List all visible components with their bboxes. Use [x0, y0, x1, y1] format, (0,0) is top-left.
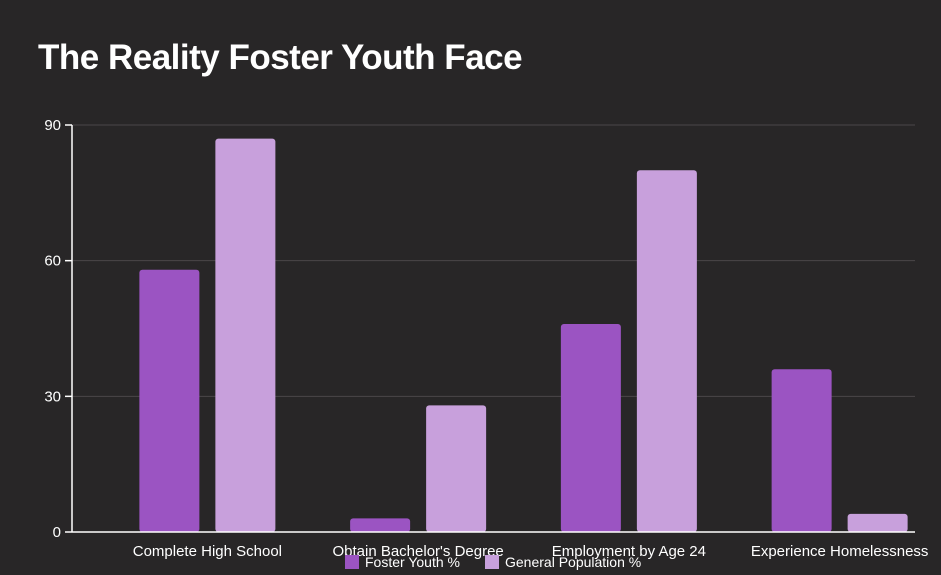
legend-label: General Population %	[505, 554, 641, 570]
axes	[71, 125, 915, 533]
y-axis-ticks: 0 30 60 90	[44, 117, 72, 541]
x-category-label: Complete High School	[133, 543, 282, 560]
chart-title: The Reality Foster Youth Face	[38, 38, 523, 77]
bar-foster-youth	[350, 518, 411, 532]
x-axis-labels: Complete High School Obtain Bachelor's De…	[133, 543, 929, 560]
y-tick-label: 90	[44, 117, 61, 134]
bar-general-population	[636, 170, 697, 532]
y-tick-label: 60	[44, 253, 61, 270]
bar-general-population	[426, 405, 487, 532]
bar-general-population	[847, 513, 908, 532]
legend-swatch	[485, 555, 499, 569]
y-tick-label: 0	[53, 524, 61, 541]
x-category-label: Obtain Bachelor's Degree	[332, 543, 503, 560]
bar-foster-youth	[560, 323, 621, 532]
bar-general-population	[215, 138, 276, 533]
x-category-label: Experience Homelessness	[751, 543, 929, 560]
legend: Foster Youth % General Population %	[345, 554, 641, 570]
bar-foster-youth	[139, 269, 200, 532]
legend-swatch	[345, 555, 359, 569]
bar-foster-youth	[771, 369, 832, 532]
y-tick-label: 30	[44, 388, 61, 405]
x-category-label: Employment by Age 24	[552, 543, 706, 560]
legend-label: Foster Youth %	[365, 554, 460, 570]
bars	[139, 138, 908, 533]
